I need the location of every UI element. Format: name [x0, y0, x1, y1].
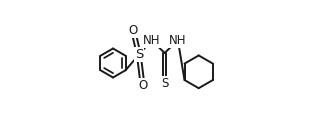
Text: S: S [161, 77, 168, 90]
Text: S: S [135, 48, 143, 61]
Text: O: O [128, 24, 138, 37]
Text: NH: NH [169, 34, 187, 47]
Text: NH: NH [143, 34, 160, 47]
Text: O: O [138, 79, 147, 92]
